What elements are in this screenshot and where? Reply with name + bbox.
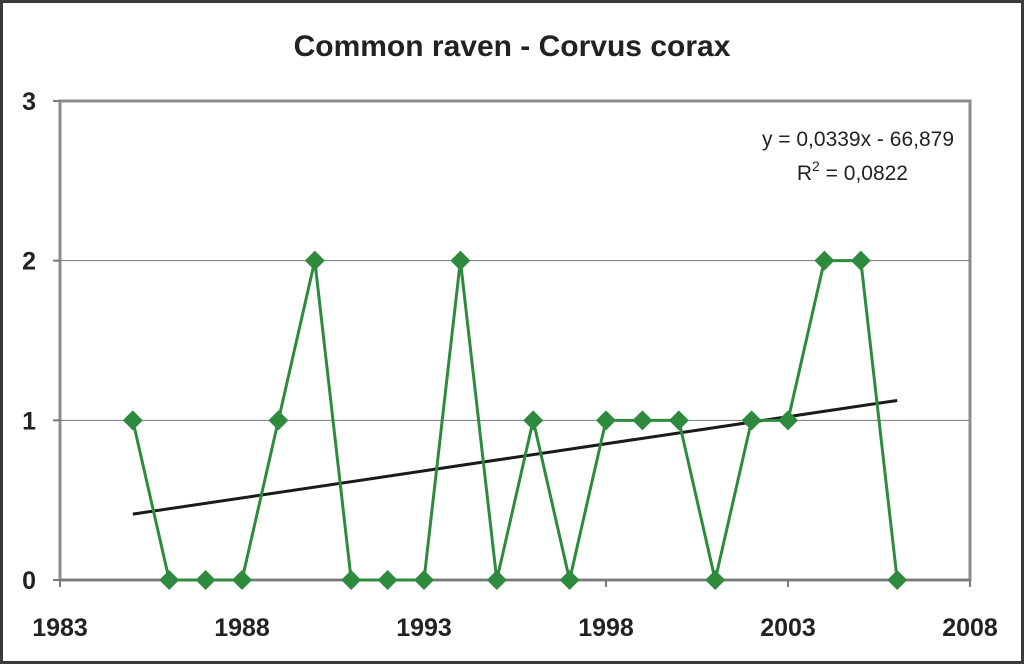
data-point-marker bbox=[741, 410, 762, 431]
data-point-marker bbox=[887, 570, 908, 590]
data-point-marker bbox=[341, 570, 362, 590]
data-point-marker bbox=[268, 410, 289, 431]
x-tick-labels: 1983 1988 1993 1998 2003 2008 bbox=[32, 614, 998, 642]
x-tick-label: 1998 bbox=[578, 614, 634, 642]
data-point-marker bbox=[195, 570, 216, 590]
data-point-marker bbox=[232, 570, 252, 590]
data-point-marker bbox=[377, 570, 398, 590]
r-squared-label: R2 = 0,0822 bbox=[797, 158, 908, 185]
y-tick-label: 2 bbox=[22, 248, 36, 276]
data-point-marker bbox=[814, 250, 835, 271]
data-point-marker bbox=[122, 410, 143, 431]
x-tick-label: 1983 bbox=[32, 614, 88, 642]
data-series bbox=[122, 250, 908, 590]
chart-title: Common raven - Corvus corax bbox=[294, 30, 731, 63]
data-point-marker bbox=[414, 570, 434, 590]
y-tick-label: 0 bbox=[22, 567, 36, 595]
x-tick-label: 1988 bbox=[214, 614, 270, 642]
y-tick-label: 1 bbox=[22, 407, 36, 435]
data-point-marker bbox=[304, 250, 325, 271]
data-point-marker bbox=[668, 410, 689, 431]
r-squared-symbol: R bbox=[797, 162, 812, 185]
data-point-marker bbox=[850, 250, 871, 271]
data-point-marker bbox=[159, 570, 180, 590]
trendline-equation: y = 0,0339x - 66,879 bbox=[762, 128, 954, 151]
data-point-marker bbox=[596, 410, 616, 431]
data-point-marker bbox=[523, 410, 544, 431]
data-point-marker bbox=[559, 570, 580, 590]
y-tick-label: 3 bbox=[22, 88, 36, 116]
x-tick-label: 1993 bbox=[396, 614, 452, 642]
data-point-marker bbox=[778, 410, 798, 431]
data-point-marker bbox=[450, 250, 471, 271]
x-tick-label: 2003 bbox=[760, 614, 816, 642]
x-tick-label: 2008 bbox=[942, 614, 998, 642]
r-squared-value: = 0,0822 bbox=[820, 162, 908, 185]
data-point-marker bbox=[705, 570, 726, 590]
data-point-marker bbox=[632, 410, 653, 431]
r-squared-exponent: 2 bbox=[812, 158, 820, 174]
data-point-marker bbox=[486, 570, 507, 590]
y-axis: 0 1 2 3 bbox=[22, 88, 60, 595]
series-line bbox=[131, 259, 899, 582]
